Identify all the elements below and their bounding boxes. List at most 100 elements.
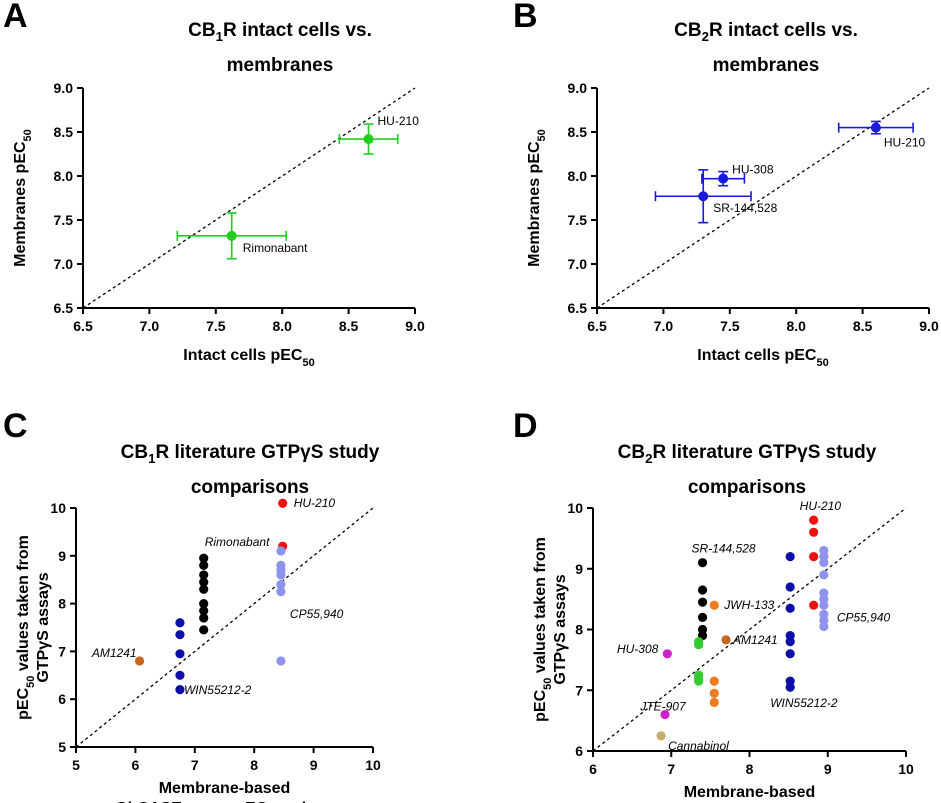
y-tick-label: 9.0 <box>568 80 588 96</box>
data-point <box>662 649 672 659</box>
x-tick-label: 8.0 <box>272 318 292 334</box>
data-point <box>785 649 795 659</box>
annotation-c-hu-210: HU-210 <box>294 496 336 510</box>
series-cannabinol <box>656 731 666 741</box>
annotation-d-jwh-133: JWH-133 <box>723 598 774 612</box>
x-axis-label-line2: Gi-CASE assay pEC50 values <box>115 800 334 803</box>
series-cp55-940 <box>276 546 286 666</box>
x-tick-label: 9 <box>824 761 832 777</box>
y-tick-label: 6.5 <box>54 300 74 316</box>
data-point <box>199 577 209 587</box>
data-point-sr-144-528 <box>654 169 752 224</box>
y-tick-label: 6.5 <box>568 300 588 316</box>
annotation-d-am1241: AM1241 <box>732 633 778 647</box>
data-point-marker <box>698 191 709 202</box>
x-tick-label: 8.5 <box>339 318 359 334</box>
data-point <box>709 697 719 708</box>
x-axis-label: Intact cells pEC50 <box>183 347 314 369</box>
x-tick-label: 8 <box>250 757 258 773</box>
data-point <box>199 560 209 570</box>
data-point-marker <box>870 122 881 133</box>
annotation-b-hu-210: HU-210 <box>884 136 926 150</box>
y-tick-label: 7.5 <box>54 212 74 228</box>
annotation-a-hu-210: HU-210 <box>378 114 420 128</box>
x-axis-label-line1: Membrane-based <box>684 784 816 801</box>
y-tick-label: 6 <box>575 743 583 759</box>
data-point <box>694 640 704 650</box>
panel-a-title: CB1R intact cells vs. membranes <box>188 20 372 76</box>
panel-letter-d: D <box>513 407 538 445</box>
x-tick-label: 7.0 <box>654 318 674 334</box>
data-point <box>175 649 185 659</box>
data-point <box>697 612 708 622</box>
data-point <box>809 600 819 610</box>
x-tick-label: 6.5 <box>587 318 607 334</box>
y-axis-label-line1: pEC50 values taken from <box>532 537 554 722</box>
data-point <box>199 625 209 635</box>
x-tick-label: 8.0 <box>786 318 806 334</box>
data-point <box>175 685 185 695</box>
panel-b-title: CB2R intact cells vs. membranes <box>674 20 858 76</box>
identity-line <box>592 507 907 752</box>
data-point-hu-210 <box>338 123 399 155</box>
y-tick-label: 7 <box>58 643 66 659</box>
data-point <box>199 553 209 563</box>
series-hu-308-green <box>694 637 704 686</box>
x-tick-label: 10 <box>898 761 914 777</box>
series-hu-210 <box>278 498 288 551</box>
annotation-d-jte-907: JTE-907 <box>639 700 687 714</box>
data-point <box>809 552 819 562</box>
annotation-d-win55212-2: WIN55212-2 <box>770 696 838 710</box>
data-point <box>785 603 795 613</box>
data-point-marker <box>718 173 729 184</box>
y-tick-label: 5 <box>58 739 66 755</box>
x-tick-label: 7 <box>667 761 675 777</box>
data-point-marker <box>226 230 237 241</box>
data-point-hu-308 <box>701 170 746 187</box>
annotation-c-cp55-940: CP55,940 <box>290 607 344 621</box>
y-axis-label: Membranes pEC50 <box>12 129 34 267</box>
y-tick-label: 8.0 <box>54 168 74 184</box>
panel-letter-a: A <box>3 0 28 35</box>
chart-a: 6.5 7.0 7.5 8.0 8.5 9.0 6.5 7.0 7.5 8.0 8.5 9.0 Inta… <box>12 80 425 369</box>
data-point <box>697 585 708 595</box>
identity-line <box>82 87 416 309</box>
data-point <box>660 709 670 720</box>
data-point <box>199 613 209 623</box>
data-point <box>276 587 286 597</box>
x-axis-label: Intact cells pEC50 <box>697 347 828 369</box>
annotation-d-hu-210: HU-210 <box>800 499 842 513</box>
y-tick-label: 7.5 <box>568 212 588 228</box>
x-tick-label: 7.5 <box>206 318 226 334</box>
x-tick-label: 6.5 <box>73 318 93 334</box>
y-tick-label: 10 <box>567 500 583 516</box>
data-point <box>721 635 731 645</box>
data-point-marker <box>363 134 374 145</box>
annotation-c-am1241: AM1241 <box>91 646 137 660</box>
series-jwh-133 <box>709 600 719 708</box>
x-tick-label: 6 <box>589 761 597 777</box>
y-axis-label-line1: pEC50 values taken from <box>15 535 37 720</box>
data-point <box>278 498 288 508</box>
annotation-b-sr-144-528: SR-144,528 <box>713 201 777 215</box>
data-point <box>819 570 829 580</box>
x-tick-label: 10 <box>365 757 381 773</box>
series-sr-144-528 <box>697 558 708 641</box>
y-tick-label: 8.5 <box>54 124 74 140</box>
y-axis-label-line2: GTPγS assays <box>552 574 569 684</box>
x-tick-label: 6 <box>132 757 140 773</box>
y-tick-label: 8.0 <box>568 168 588 184</box>
data-point <box>199 584 209 594</box>
y-axis-label: Membranes pEC50 <box>526 129 548 267</box>
y-tick-label: 9 <box>58 548 66 564</box>
annotation-d-cannabinol: Cannabinol <box>668 739 729 753</box>
data-point <box>199 570 209 580</box>
data-point <box>276 656 286 666</box>
x-tick-label: 9.0 <box>405 318 425 334</box>
data-point <box>819 621 829 632</box>
series-cp55-940 <box>819 545 829 632</box>
series-am1241 <box>134 656 145 666</box>
y-tick-label: 8 <box>58 596 66 612</box>
y-axis-label-line2: GTPγS assays <box>35 572 52 682</box>
